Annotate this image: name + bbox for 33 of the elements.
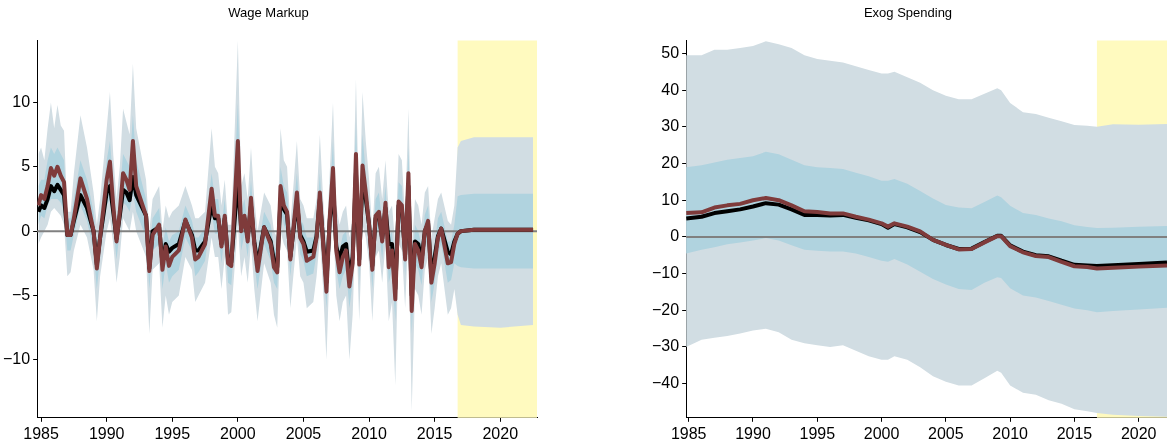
x-tick-label: 1985 [670, 424, 707, 442]
x-tick-label: 2000 [863, 424, 900, 442]
x-tick-label: 1995 [799, 424, 836, 442]
x-tick-label: 1990 [88, 424, 125, 442]
x-tick-label: 1995 [154, 424, 191, 442]
x-tick-label: 2005 [928, 424, 964, 442]
x-tick-label: 2010 [992, 424, 1029, 442]
x-tick-label: 1990 [735, 424, 771, 442]
y-tick-label: 10 [12, 92, 31, 110]
x-tick-label: 2005 [285, 424, 322, 442]
y-tick-label: −40 [652, 374, 680, 392]
x-tick-label: 2000 [220, 424, 256, 442]
y-tick-label: −10 [652, 264, 680, 281]
y-tick-label: 0 [21, 221, 31, 239]
x-tick-label: 2020 [482, 424, 519, 442]
y-tick-label: 20 [661, 153, 680, 171]
x-tick-label: 2010 [351, 424, 387, 442]
y-tick-label: −30 [652, 337, 680, 355]
y-tick-label: 50 [661, 43, 680, 61]
y-tick-label: 30 [661, 117, 680, 135]
chart-title: Wage Markup [228, 5, 309, 21]
y-tick-label: 5 [21, 157, 31, 175]
y-tick-label: 10 [661, 190, 680, 208]
chart-title: Exog Spending [863, 5, 953, 21]
y-tick-label: 40 [661, 80, 680, 98]
y-tick-label: −10 [3, 350, 31, 368]
x-tick-label: 2020 [1120, 424, 1157, 442]
x-tick-label: 1985 [23, 424, 59, 442]
x-tick-label: 2015 [416, 424, 453, 442]
x-tick-label: 2015 [1056, 424, 1093, 442]
y-tick-label: −5 [11, 285, 31, 303]
y-tick-label: −20 [652, 300, 680, 318]
y-tick-label: 0 [670, 227, 680, 245]
